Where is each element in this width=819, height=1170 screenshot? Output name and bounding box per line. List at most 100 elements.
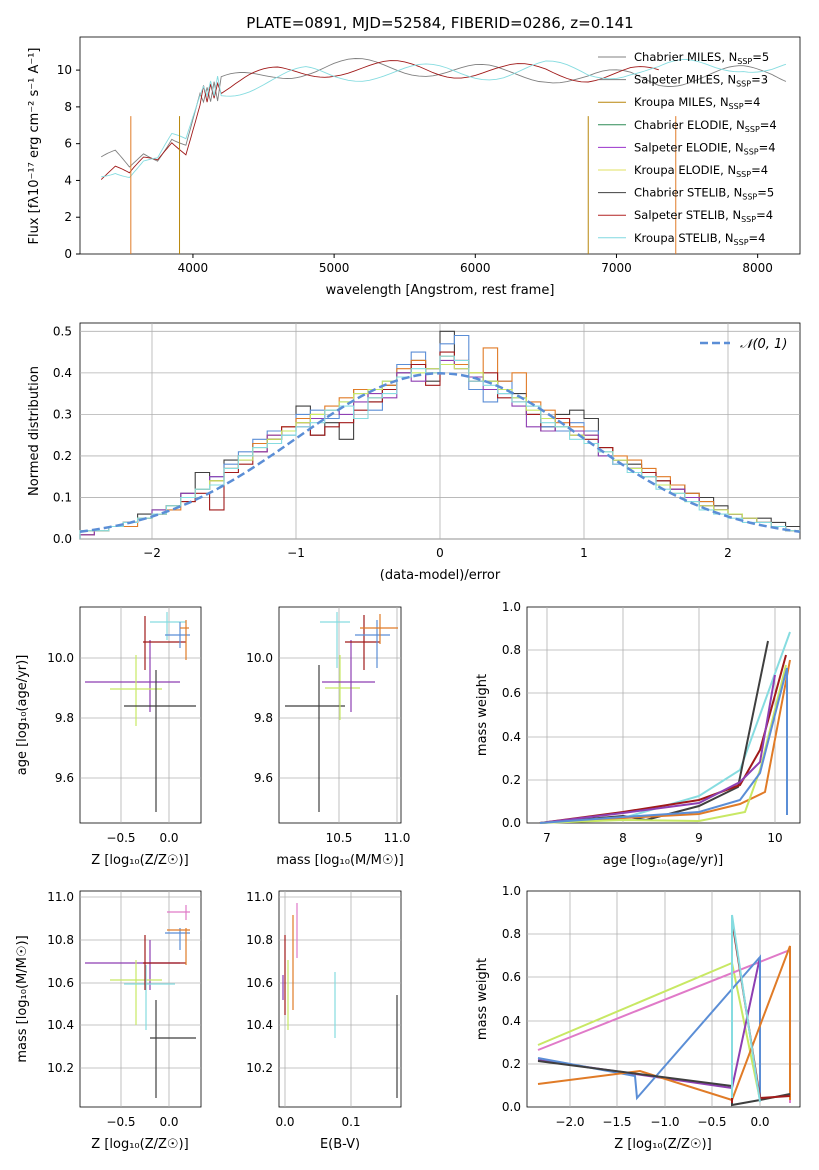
x-tick-label: 2	[724, 546, 732, 560]
svg-text:7: 7	[543, 831, 551, 845]
mass-vs-ebv-panel: 0.0 0.1 11.0 10.8 10.6 10.4 10.2 E(B-V)	[246, 890, 402, 1152]
mass-Z-grid	[80, 891, 201, 1107]
mw-vs-Z-panel: −2.0 −1.5 −1.0 −0.5 0.0 0.0 0.2 0.4 0.6 0.8 1.0 Z…	[475, 884, 801, 1152]
spectrum-ylabel: Flux [fλ10⁻¹⁷ erg cm⁻² s⁻¹ A⁻¹]	[27, 48, 42, 245]
x-tick-label: 0	[436, 546, 444, 560]
svg-text:0.2: 0.2	[502, 1057, 521, 1071]
svg-text:10.8: 10.8	[246, 933, 273, 947]
x-tick-label: 6000	[460, 261, 491, 275]
svg-text:−1.5: −1.5	[602, 1115, 631, 1129]
x-tick-label: −2	[143, 546, 161, 560]
svg-text:1.0: 1.0	[502, 600, 521, 614]
svg-text:−1.0: −1.0	[650, 1115, 679, 1129]
mass-ebv-axes	[278, 890, 402, 1108]
mw-age-ticklabels: 7 8 9 10 0.0 0.2 0.4 0.6 0.8 1.0	[502, 600, 783, 845]
mass-Z-axes	[79, 890, 202, 1108]
legend-label: Kroupa ELODIE, NSSP=4	[634, 163, 768, 179]
age-Z-errorbars	[85, 612, 196, 812]
svg-text:0.6: 0.6	[502, 686, 521, 700]
mass-Z-xlabel: Z [log₁₀(Z/Z☉)]	[91, 1137, 188, 1152]
y-tick-label: 0.2	[53, 449, 72, 463]
y-tick-label: 0.3	[53, 407, 72, 421]
histogram-ylabel: Normed distribution	[27, 366, 42, 496]
y-tick-label: 0.5	[53, 324, 72, 338]
mass-ebv-xlabel: E(B-V)	[320, 1137, 360, 1152]
y-tick-label: 6	[64, 137, 72, 151]
mw-age-xlabel: age [log₁₀(age/yr)]	[603, 853, 724, 868]
svg-text:0.4: 0.4	[502, 1014, 521, 1028]
svg-text:0.0: 0.0	[159, 1115, 178, 1129]
svg-text:10.5: 10.5	[326, 831, 353, 845]
svg-text:10.2: 10.2	[47, 1061, 74, 1075]
svg-text:8: 8	[619, 831, 627, 845]
svg-text:10.8: 10.8	[47, 933, 74, 947]
y-tick-label: 8	[64, 100, 72, 114]
svg-text:0.1: 0.1	[341, 1115, 360, 1129]
svg-text:0.0: 0.0	[750, 1115, 769, 1129]
x-tick-label: 1	[580, 546, 588, 560]
legend-label: Salpeter ELODIE, NSSP=4	[634, 140, 776, 156]
svg-text:9.8: 9.8	[55, 711, 74, 725]
mass-ebv-ticklabels: 0.0 0.1 11.0 10.8 10.6 10.4 10.2	[246, 890, 360, 1129]
legend-label: Chabrier ELODIE, NSSP=4	[634, 118, 777, 134]
svg-text:10.6: 10.6	[47, 976, 74, 990]
svg-text:0.8: 0.8	[502, 643, 521, 657]
spectrum-series	[100, 60, 659, 180]
spectrum-xlabel: wavelength [Angstrom, rest frame]	[326, 283, 555, 298]
y-tick-label: 0.1	[53, 490, 72, 504]
svg-text:−2.0: −2.0	[555, 1115, 584, 1129]
gaussian-curve	[79, 372, 801, 533]
svg-text:0.0: 0.0	[502, 816, 521, 830]
y-tick-label: 0.0	[53, 532, 72, 546]
y-tick-label: 10	[57, 63, 72, 77]
svg-text:9.6: 9.6	[55, 771, 74, 785]
age-Z-xlabel: Z [log₁₀(Z/Z☉)]	[91, 853, 188, 868]
y-tick-label: 0	[64, 247, 72, 261]
mw-Z-ticklabels: −2.0 −1.5 −1.0 −0.5 0.0 0.0 0.2 0.4 0.6 0.8 1.0	[502, 884, 770, 1129]
legend-label: Kroupa STELIB, NSSP=4	[634, 231, 765, 247]
histogram-ticks: −2 −1 0 1 2 0.0 0.1 0.2 0.3 0.4 0.5	[53, 324, 732, 560]
spectrum-axes	[79, 36, 801, 255]
spectrum-ticks: 4000 5000 6000 7000 8000 0 2 4 6 8 10	[57, 63, 773, 275]
svg-text:9: 9	[695, 831, 703, 845]
svg-text:10: 10	[767, 831, 782, 845]
mw-Z-ylabel: mass weight	[475, 958, 490, 1040]
x-tick-label: 4000	[178, 261, 209, 275]
mass-vs-Z-panel: −0.5 0.0 11.0 10.8 10.6 10.4 10.2 Z [log₁₀(Z/…	[15, 890, 202, 1152]
svg-text:9.6: 9.6	[254, 771, 273, 785]
histogram-panel: −2 −1 0 1 2 0.0 0.1 0.2 0.3 0.4 0.5 𝒩(0, 1) (data-…	[27, 322, 801, 583]
mass-Z-errorbars	[85, 905, 196, 1098]
svg-text:−0.5: −0.5	[697, 1115, 726, 1129]
mw-vs-age-panel: 7 8 9 10 0.0 0.2 0.4 0.6 0.8 1.0 age [log₁₀(age/…	[475, 600, 801, 868]
age-mass-xlabel: mass [log₁₀(M/M☉)]	[276, 853, 403, 868]
mass-Z-ylabel: mass [log₁₀(M/M☉)]	[15, 935, 30, 1062]
legend-label: Chabrier MILES, NSSP=5	[634, 50, 769, 66]
mw-Z-xlabel: Z [log₁₀(Z/Z☉)]	[614, 1137, 711, 1152]
spectrum-legend: Chabrier MILES, NSSP=5 Salpeter MILES, NS…	[598, 50, 777, 247]
svg-text:9.8: 9.8	[254, 711, 273, 725]
age-mass-ticklabels: 10.5 11.0 10.0 9.8 9.6	[246, 651, 410, 845]
mass-Z-ticklabels: −0.5 0.0 11.0 10.8 10.6 10.4 10.2	[47, 890, 178, 1129]
spectrum-series	[101, 59, 787, 178]
x-tick-label: 8000	[742, 261, 773, 275]
svg-text:−0.5: −0.5	[106, 1115, 135, 1129]
svg-text:0.0: 0.0	[159, 831, 178, 845]
age-Z-ylabel: age [log₁₀(age/yr)]	[15, 655, 30, 776]
svg-text:10.2: 10.2	[246, 1061, 273, 1075]
x-tick-label: 7000	[601, 261, 632, 275]
age-Z-grid	[80, 607, 201, 823]
svg-text:0.8: 0.8	[502, 927, 521, 941]
svg-text:−0.5: −0.5	[106, 831, 135, 845]
svg-text:10.6: 10.6	[246, 976, 273, 990]
age-vs-mass-panel: 10.5 11.0 10.0 9.8 9.6 mass [log₁₀(M/M☉)]	[246, 606, 410, 868]
spectrum-series	[100, 58, 787, 168]
legend-label: Salpeter MILES, NSSP=3	[634, 73, 768, 89]
svg-text:0.2: 0.2	[502, 773, 521, 787]
age-vs-Z-panel: −0.5 0.0 10.0 9.8 9.6 Z [log₁₀(Z/Z☉)] age […	[15, 606, 202, 868]
legend-label: Salpeter STELIB, NSSP=4	[634, 208, 773, 224]
y-tick-label: 0.4	[53, 366, 72, 380]
y-tick-label: 2	[64, 210, 72, 224]
mw-Z-lines	[537, 914, 791, 1107]
histogram-xlabel: (data-model)/error	[380, 568, 501, 583]
